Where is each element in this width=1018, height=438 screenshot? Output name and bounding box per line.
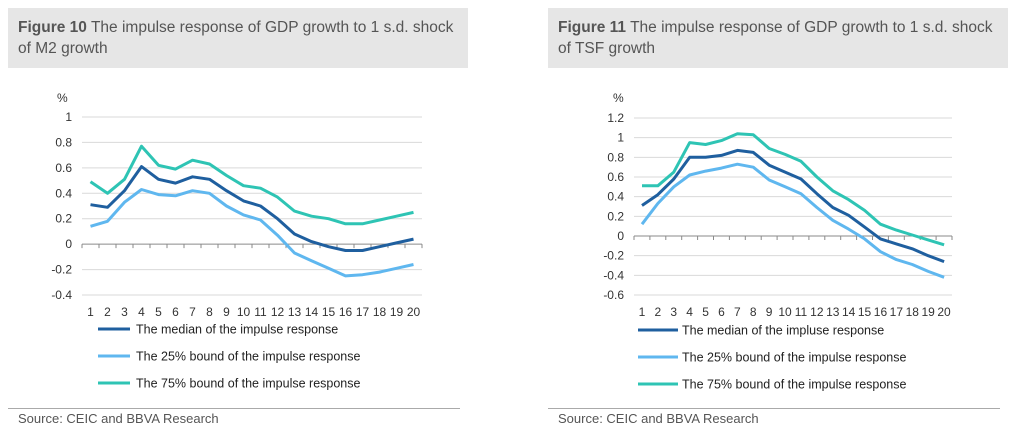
series-line-2 xyxy=(640,162,945,279)
y-tick-label: -0.4 xyxy=(603,268,624,282)
y-tick-label: 0.6 xyxy=(55,161,72,175)
legend-label-3: The 75% bound of the impulse response xyxy=(682,378,906,392)
figure-10-source: Source: CEIC and BBVA Research xyxy=(18,411,219,426)
x-tick-label: 9 xyxy=(223,305,230,319)
x-tick-label: 17 xyxy=(890,305,904,319)
legend-label-2: The 25% bound of the impulse response xyxy=(682,351,906,365)
y-tick-label: -0.2 xyxy=(51,263,72,277)
x-tick-label: 10 xyxy=(237,305,251,319)
figure-11-source: Source: CEIC and BBVA Research xyxy=(558,411,759,426)
x-tick-label: 2 xyxy=(104,305,111,319)
x-tick-label: 13 xyxy=(288,305,302,319)
x-tick-label: 13 xyxy=(826,305,840,319)
series-line-3 xyxy=(89,144,414,226)
x-tick-label: 16 xyxy=(874,305,888,319)
legend-label-3: The 75% bound of the impulse response xyxy=(136,377,360,391)
series-line-1 xyxy=(641,148,945,264)
figure-11-label: Figure 11 xyxy=(558,19,627,36)
y-tick-label: -0.6 xyxy=(603,288,624,302)
x-tick-label: 20 xyxy=(937,305,951,319)
y-tick-label: 0 xyxy=(617,229,624,243)
x-tick-label: 11 xyxy=(254,305,267,319)
x-tick-label: 9 xyxy=(766,305,773,319)
legend-label-2: The 25% bound of the impulse response xyxy=(136,350,360,364)
x-tick-label: 3 xyxy=(121,305,128,319)
figure-10-source-divider xyxy=(8,408,460,409)
y-tick-label: 0.8 xyxy=(55,135,72,149)
legend-label-1: The median of the impulse response xyxy=(136,323,338,337)
y-tick-label: -0.2 xyxy=(603,249,624,263)
x-tick-label: 19 xyxy=(921,305,935,319)
y-tick-label: 0.8 xyxy=(607,150,624,164)
x-tick-label: 20 xyxy=(407,305,421,319)
y-unit-label: % xyxy=(613,91,624,105)
y-tick-label: 0.2 xyxy=(55,212,72,226)
y-tick-label: 0.4 xyxy=(607,190,624,204)
x-tick-label: 16 xyxy=(339,305,353,319)
x-tick-label: 11 xyxy=(795,305,808,319)
y-tick-label: 0 xyxy=(65,237,72,251)
legend-label-1: The median of the impluse response xyxy=(682,324,884,338)
x-tick-label: 14 xyxy=(842,305,856,319)
figure-10-panel: Figure 10 The impulse response of GDP gr… xyxy=(8,0,470,438)
x-tick-label: 6 xyxy=(718,305,725,319)
x-tick-label: 18 xyxy=(373,305,387,319)
figure-10-title: Figure 10 The impulse response of GDP gr… xyxy=(8,8,468,68)
figure-10-label: Figure 10 xyxy=(18,19,87,36)
x-tick-label: 15 xyxy=(322,305,336,319)
x-tick-label: 14 xyxy=(305,305,319,319)
y-tick-label: 0.2 xyxy=(607,209,624,223)
y-tick-label: -0.4 xyxy=(51,288,72,302)
x-tick-label: 7 xyxy=(734,305,741,319)
figure-11-chart: %1.210.80.60.40.20-0.2-0.4-0.61 2 3 4 5 6 7 8 9 1… xyxy=(603,91,953,392)
figure-11-title-text: The impulse response of GDP growth to 1 … xyxy=(558,19,993,57)
x-tick-label: 12 xyxy=(271,305,285,319)
x-tick-label: 2 xyxy=(655,305,662,319)
x-tick-label: 6 xyxy=(172,305,179,319)
y-tick-label: 0.6 xyxy=(607,170,624,184)
x-tick-label: 7 xyxy=(189,305,196,319)
x-tick-label: 4 xyxy=(138,305,145,319)
y-unit-label: % xyxy=(57,91,68,105)
x-tick-label: 15 xyxy=(858,305,872,319)
x-tick-label: 12 xyxy=(810,305,824,319)
y-tick-label: 0.4 xyxy=(55,186,72,200)
x-tick-label: 1 xyxy=(87,305,94,319)
x-tick-label: 3 xyxy=(670,305,677,319)
series-line-3 xyxy=(642,132,945,247)
y-tick-label: 1 xyxy=(65,110,72,124)
figure-11-title: Figure 11 The impulse response of GDP gr… xyxy=(548,8,1008,68)
series-line-2 xyxy=(90,188,414,278)
figure-11-panel: Figure 11 The impulse response of GDP gr… xyxy=(548,0,1010,438)
x-tick-label: 8 xyxy=(206,305,213,319)
y-tick-label: 1.2 xyxy=(607,111,624,125)
x-tick-label: 4 xyxy=(686,305,693,319)
x-tick-label: 8 xyxy=(750,305,757,319)
y-tick-label: 1 xyxy=(617,131,624,145)
x-tick-label: 5 xyxy=(155,305,162,319)
x-tick-label: 18 xyxy=(906,305,920,319)
series-line-1 xyxy=(90,165,414,252)
x-tick-label: 10 xyxy=(778,305,792,319)
x-tick-label: 5 xyxy=(702,305,709,319)
figure-10-title-text: The impulse response of GDP growth to 1 … xyxy=(18,19,454,57)
figure-10-chart: %10.80.60.40.20-0.2-0.41 2 3 4 5 6 7 8 9 10 11 12 13… xyxy=(51,91,423,391)
x-tick-label: 1 xyxy=(639,305,646,319)
figure-11-source-divider xyxy=(548,408,1000,409)
x-tick-label: 19 xyxy=(390,305,404,319)
x-tick-label: 17 xyxy=(356,305,370,319)
